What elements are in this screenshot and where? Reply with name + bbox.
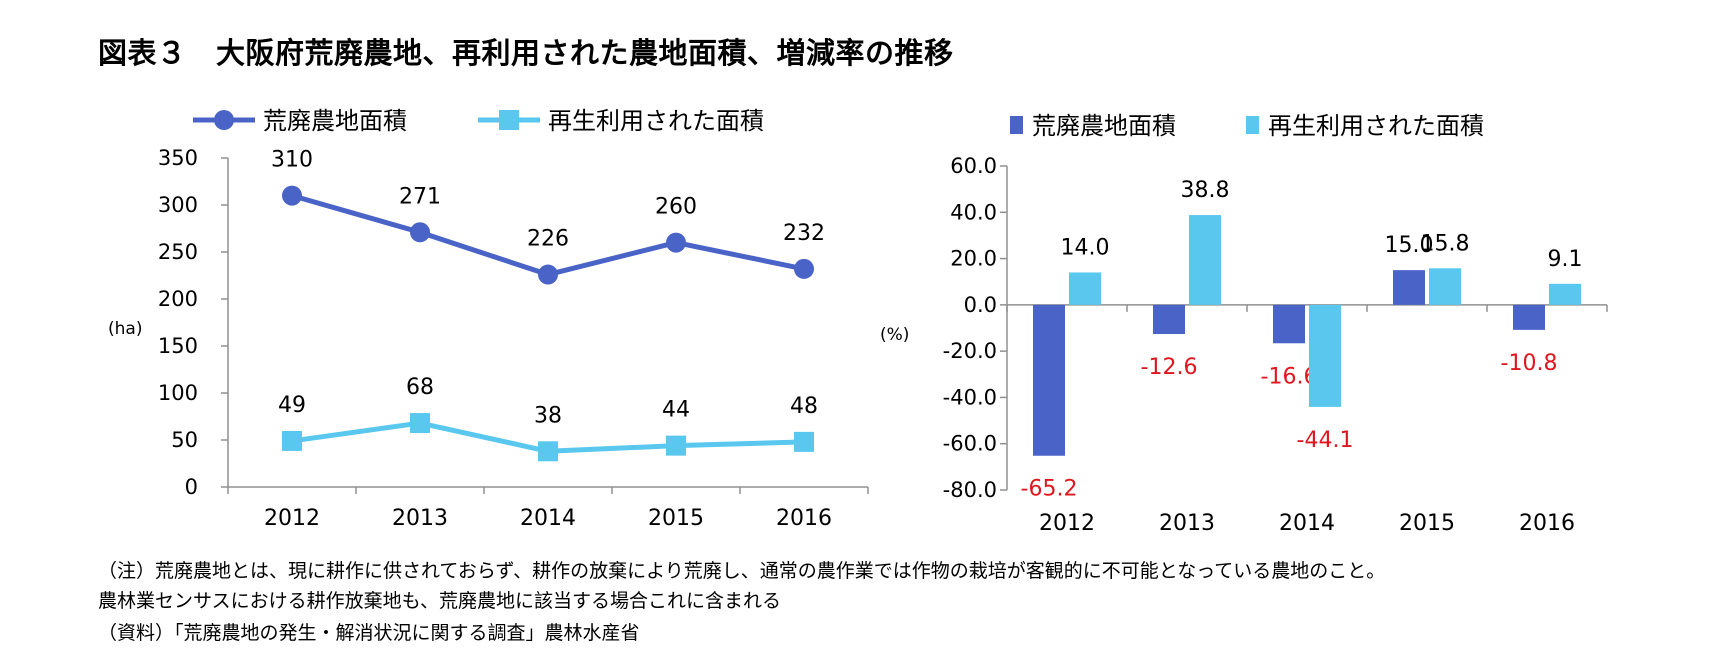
data-label: -16.6 — [1261, 364, 1318, 389]
x-tick-label: 2012 — [264, 506, 320, 531]
y-tick-label: 350 — [158, 146, 198, 170]
data-label: 68 — [406, 375, 434, 400]
y-tick-label: 200 — [158, 287, 198, 311]
data-point-circle — [282, 185, 302, 206]
data-point-square — [666, 435, 686, 456]
data-label: 310 — [271, 148, 313, 173]
y-tick-label: 20.0 — [950, 247, 997, 271]
legend-swatch-2 — [1246, 116, 1259, 134]
x-tick-label: 2014 — [1279, 511, 1335, 536]
note-census: 農林業センサスにおける耕作放棄地も、荒廃農地に該当する場合これに含まれる — [98, 590, 782, 612]
legend-label-1: 荒廃農地面積 — [1032, 112, 1176, 140]
data-label: 44 — [662, 398, 690, 423]
data-point-circle — [666, 232, 686, 253]
data-label: 15.8 — [1421, 231, 1470, 256]
data-label: -44.1 — [1297, 428, 1354, 453]
y-tick-label: 0.0 — [964, 293, 997, 317]
y-axis-unit: (%) — [880, 325, 909, 345]
data-label: 14.0 — [1061, 235, 1110, 260]
bar-series1-2016 — [1513, 304, 1545, 330]
bar-series2-2013 — [1189, 215, 1221, 305]
data-point-circle — [794, 258, 814, 279]
y-tick-label: 50 — [171, 428, 198, 452]
x-tick-label: 2013 — [392, 506, 448, 531]
note-source: （資料）「荒廃農地の発生・解消状況に関する調査」農林水産省 — [98, 622, 640, 644]
data-label: 48 — [790, 394, 818, 419]
bar-series2-2012 — [1069, 272, 1101, 305]
data-point-circle — [538, 264, 558, 285]
x-tick-label: 2016 — [1519, 511, 1575, 536]
y-axis-unit: (ha) — [108, 319, 142, 339]
bar-series1-2015 — [1393, 270, 1425, 305]
data-label: 226 — [527, 227, 569, 252]
data-point-square — [794, 431, 814, 452]
y-tick-label: 300 — [158, 193, 198, 217]
data-point-square — [282, 430, 302, 451]
y-tick-label: 100 — [158, 381, 198, 405]
data-label: -12.6 — [1141, 355, 1198, 380]
legend-label-2: 再生利用された面積 — [1268, 112, 1484, 140]
line-chart: 0 50 100 150 200 250 300 350 2012 2013 2014 2015 201… — [108, 107, 869, 531]
data-point-square — [410, 413, 430, 434]
legend-marker-square — [499, 110, 519, 130]
y-tick-label: -80.0 — [943, 478, 997, 502]
y-tick-label: 40.0 — [950, 200, 997, 224]
data-label: 232 — [783, 221, 825, 246]
legend-label-2: 再生利用された面積 — [548, 107, 764, 135]
bar-series2-2014 — [1309, 304, 1341, 407]
bar-series2-2016 — [1549, 283, 1581, 305]
data-label: 260 — [655, 195, 697, 220]
data-point-circle — [410, 222, 430, 243]
data-point-square — [538, 441, 558, 462]
y-tick-label: 250 — [158, 240, 198, 264]
y-tick-label: 60.0 — [950, 154, 997, 178]
x-tick-label: 2015 — [648, 506, 704, 531]
bar-chart: -80.0 -60.0 -40.0 -20.0 0.0 20.0 40.0 60.0 2012 2… — [880, 112, 1608, 536]
bar-series2-2015 — [1429, 268, 1461, 305]
note-definition: （注）荒廃農地とは、現に耕作に供されておらず、耕作の放棄により荒廃し、通常の農作… — [98, 560, 1386, 582]
legend-swatch-1 — [1010, 116, 1023, 134]
x-tick-label: 2014 — [520, 506, 576, 531]
y-tick-label: 0 — [185, 475, 198, 499]
data-label: 49 — [278, 393, 306, 418]
x-tick-label: 2015 — [1399, 511, 1455, 536]
legend-marker-circle — [214, 110, 234, 130]
data-label: -10.8 — [1501, 351, 1558, 376]
x-tick-label: 2016 — [776, 506, 832, 531]
data-label: 38 — [534, 403, 562, 428]
x-tick-label: 2012 — [1039, 511, 1095, 536]
x-tick-label: 2013 — [1159, 511, 1215, 536]
legend-label-1: 荒廃農地面積 — [263, 107, 407, 135]
bar-series1-2012 — [1033, 304, 1065, 456]
data-label: 9.1 — [1548, 247, 1583, 272]
data-label: 38.8 — [1181, 178, 1230, 203]
figure-title: 図表３ 大阪府荒廃農地、再利用された農地面積、増減率の推移 — [98, 36, 954, 70]
bar-series1-2013 — [1153, 304, 1185, 335]
data-label: 15.0 — [1385, 233, 1434, 258]
y-tick-label: -60.0 — [943, 432, 997, 456]
data-label: -65.2 — [1021, 477, 1078, 502]
y-tick-label: 150 — [158, 334, 198, 358]
y-tick-label: -20.0 — [943, 339, 997, 363]
bar-series1-2014 — [1273, 304, 1305, 344]
data-label: 271 — [399, 184, 441, 209]
y-tick-label: -40.0 — [943, 385, 997, 409]
